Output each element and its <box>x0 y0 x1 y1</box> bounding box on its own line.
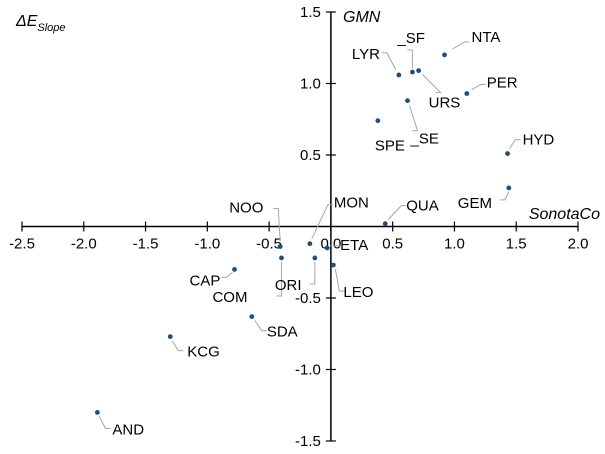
x-tick-label: -1.0 <box>194 236 220 253</box>
point-label-eta: ETA <box>340 237 368 254</box>
leader-line-nta <box>452 41 470 50</box>
point-se <box>405 98 410 104</box>
leader-line-noo <box>273 208 281 242</box>
x-tick-label: -1.5 <box>133 236 159 253</box>
corner-label: ΔESlope <box>15 13 66 34</box>
point-mon <box>307 241 313 247</box>
y-tick-label: 1.0 <box>300 76 321 93</box>
point-label-ori: ORI <box>275 277 302 294</box>
point-cap <box>232 267 237 272</box>
point-label-per: PER <box>487 75 518 92</box>
x-tick-label: 1.5 <box>506 236 527 253</box>
point-sf <box>410 69 415 75</box>
point-label-urs: URS <box>429 95 461 112</box>
point-qua <box>382 221 388 227</box>
point-label-com: COM <box>212 289 247 306</box>
corner-label-sub: Slope <box>37 22 65 34</box>
x-tick-label: 2.0 <box>568 236 589 253</box>
x-tick-label: -2.0 <box>71 236 97 253</box>
leader-line-gem <box>499 191 510 201</box>
y-tick-label: -0.5 <box>295 290 321 307</box>
point-label-gem: GEM <box>458 195 492 212</box>
leader-line-sda <box>254 320 267 332</box>
x-tick-label: 1.0 <box>444 236 465 253</box>
leader-line-and <box>98 416 111 429</box>
point-label-mon: MON <box>334 195 369 212</box>
point-label-cap: CAP <box>190 272 221 289</box>
leader-line-kcg <box>171 340 184 352</box>
leader-line-urs <box>422 74 442 94</box>
y-tick-label: 1.5 <box>300 4 321 21</box>
point-hyd <box>505 151 510 156</box>
point-spe <box>375 118 381 124</box>
point-ori <box>312 255 318 261</box>
point-kcg <box>167 334 173 340</box>
leader-line-lyr <box>381 52 397 71</box>
leader-line-qua <box>387 205 407 220</box>
point-label-spe: SPE <box>375 138 405 155</box>
point-label-and: AND <box>112 421 144 438</box>
axes: -2.5 -2.0 -1.5 -1.0 -0.5 0.0 0.5 1.0 1.5 2.0 -1.5 -… <box>9 4 588 450</box>
x-tick-label: -2.5 <box>9 236 35 253</box>
point-eta <box>324 245 330 251</box>
point-sda <box>249 314 255 319</box>
point-label-hyd: HYD <box>523 132 555 149</box>
point-leo <box>330 262 336 268</box>
y-axis-title: GMN <box>343 9 381 26</box>
y-tick-label: -1.0 <box>295 362 321 379</box>
point-label-qua: QUA <box>406 198 439 215</box>
point-nta <box>442 52 447 58</box>
point-label-sda: SDA <box>267 324 298 341</box>
leader-line-mon <box>311 204 333 239</box>
point-label-noo: NOO <box>229 200 263 217</box>
point-label-se: _SE <box>409 131 438 148</box>
x-tick-label: 0.5 <box>382 236 403 253</box>
x-tick-label: -0.5 <box>256 236 282 253</box>
point-per <box>464 91 470 96</box>
data-points <box>94 52 512 415</box>
x-axis-title: SonotaCo <box>529 206 600 223</box>
leader-line-hyd <box>509 139 521 149</box>
x-tick-label: 0.0 <box>320 236 341 253</box>
point-com <box>279 255 284 261</box>
point-gem <box>506 185 512 191</box>
y-tick-label: -1.5 <box>295 433 321 450</box>
leader-lines <box>98 41 521 429</box>
point-lyr <box>396 72 402 78</box>
corner-label-main: ΔE <box>15 13 38 30</box>
point-label-kcg: KCG <box>187 344 220 361</box>
point-label-leo: LEO <box>343 284 373 301</box>
point-urs <box>416 68 422 74</box>
point-label-nta: NTA <box>472 29 501 46</box>
leader-line-cap <box>221 272 233 278</box>
leader-line-sf <box>407 49 413 69</box>
point-noo <box>277 244 283 249</box>
y-tick-label: 0.5 <box>300 147 321 164</box>
leader-line-se <box>409 105 419 132</box>
leader-line-per <box>471 84 486 90</box>
point-label-sf: _SF <box>396 30 425 47</box>
leader-line-ori <box>309 261 316 285</box>
leader-line-com <box>276 261 282 297</box>
point-and <box>94 410 100 415</box>
leader-line-leo <box>334 269 345 292</box>
point-label-lyr: LYR <box>352 46 380 63</box>
